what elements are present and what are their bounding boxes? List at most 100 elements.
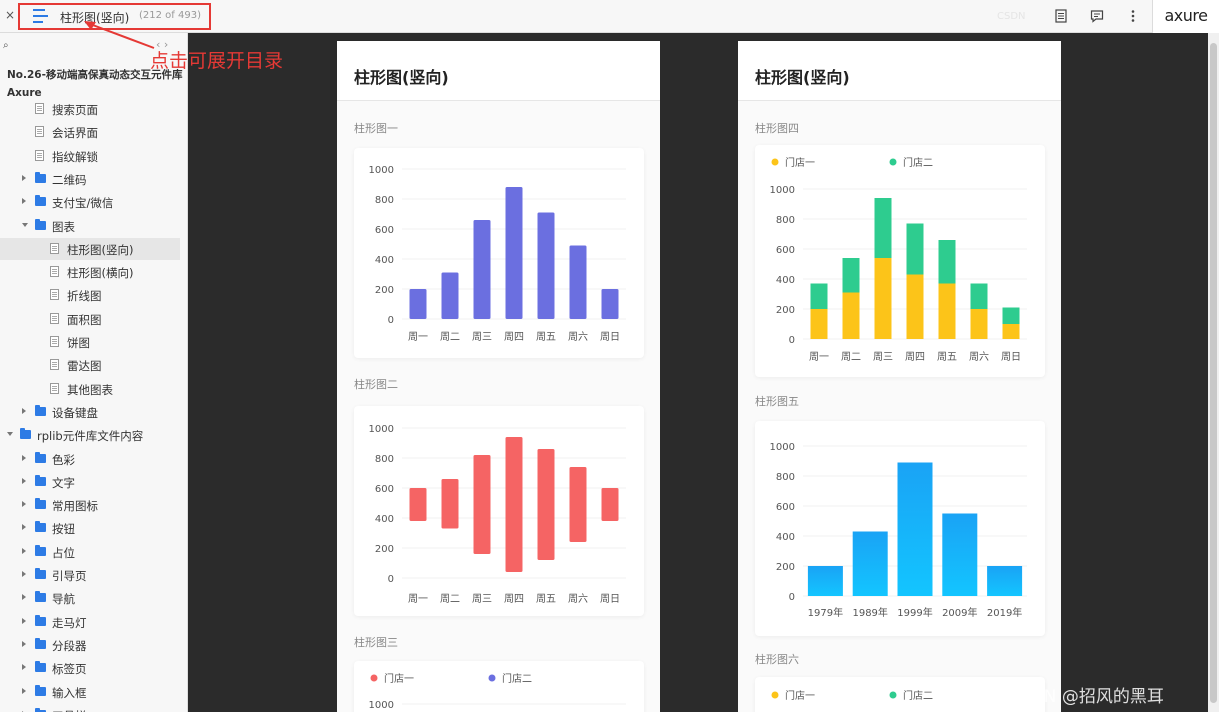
caret-right-icon[interactable]: [22, 524, 26, 531]
page-count: (212 of 493): [139, 10, 201, 21]
sidebar-item[interactable]: rplib元件库文件内容: [0, 424, 187, 446]
bar-segment: [810, 309, 828, 339]
sidebar-item[interactable]: 色彩: [0, 448, 187, 470]
y-tick-label: 400: [375, 255, 394, 266]
sidebar-item[interactable]: 设备键盘: [0, 401, 187, 423]
x-tick-label: 周日: [600, 593, 620, 605]
sidebar-item[interactable]: 文字: [0, 471, 187, 493]
notes-icon[interactable]: [1054, 9, 1068, 23]
folder-icon: [35, 684, 46, 696]
y-tick-label: 0: [388, 574, 394, 585]
sidebar-item[interactable]: 工具栏: [0, 704, 187, 712]
sidebar-item[interactable]: 标签页: [0, 657, 187, 679]
y-tick-label: 800: [375, 454, 394, 465]
close-icon[interactable]: ×: [5, 8, 16, 22]
sidebar-item[interactable]: 占位: [0, 541, 187, 563]
sidebar-item[interactable]: 雷达图: [0, 354, 187, 376]
sidebar-item[interactable]: 常用图标: [0, 494, 187, 516]
sidebar-item[interactable]: 柱形图(横向): [0, 261, 187, 283]
x-tick-label: 1999年: [897, 606, 932, 619]
caret-right-icon[interactable]: [22, 710, 26, 712]
caret-right-icon[interactable]: [22, 407, 26, 414]
x-tick-label: 周四: [905, 351, 925, 363]
caret-right-icon[interactable]: [22, 617, 26, 624]
sidebar-item[interactable]: 柱形图(竖向): [0, 237, 180, 260]
card-header: 柱形图(竖向): [337, 41, 660, 101]
scrollbar[interactable]: [1208, 33, 1219, 712]
sidebar-item[interactable]: 指纹解锁: [0, 145, 187, 167]
bar-segment: [970, 309, 988, 339]
sidebar-item-label: 折线图: [67, 289, 102, 304]
comment-icon[interactable]: [1090, 9, 1104, 23]
sidebar-item[interactable]: 按钮: [0, 517, 187, 539]
x-tick-label: 周三: [472, 331, 492, 343]
x-tick-label: 周一: [408, 593, 428, 605]
bar: [473, 455, 491, 554]
sidebar-item[interactable]: 搜索页面: [0, 98, 187, 120]
card-title: 柱形图(竖向): [354, 68, 449, 87]
section-label: 柱形图四: [755, 122, 799, 135]
caret-right-icon[interactable]: [22, 454, 26, 461]
bar: [601, 289, 619, 319]
axure-logo: axure: [1152, 0, 1219, 33]
bar-segment: [938, 283, 956, 339]
section-label: 柱形图五: [755, 395, 799, 408]
sidebar-item[interactable]: 导航: [0, 587, 187, 609]
caret-right-icon[interactable]: [22, 687, 26, 694]
sidebar-item[interactable]: 饼图: [0, 331, 187, 353]
bar: [537, 449, 555, 560]
legend-swatch: [889, 691, 897, 699]
sidebar-item[interactable]: 二维码: [0, 168, 187, 190]
chart-box: 0 200 400 600 800 1000 周一 周二 周三 周四 周五 周六 周日: [354, 406, 644, 616]
scrollbar-thumb[interactable]: [1210, 43, 1217, 703]
sidebar-item[interactable]: 面积图: [0, 308, 187, 330]
caret-right-icon[interactable]: [22, 594, 26, 601]
caret-right-icon[interactable]: [22, 547, 26, 554]
y-tick-label: 800: [776, 215, 795, 226]
folder-icon: [35, 707, 46, 712]
sidebar-item-label: 柱形图(竖向): [67, 242, 134, 257]
bar-chart-1: 0 200 400 600 800 1000 周一 周二 周三 周四 周五 周六 周日: [369, 165, 626, 343]
sidebar-item[interactable]: 引导页: [0, 564, 187, 586]
sidebar-item[interactable]: 支付宝/微信: [0, 191, 187, 213]
sidebar-item[interactable]: 输入框: [0, 681, 187, 703]
caret-down-icon[interactable]: [22, 222, 28, 227]
search-icon[interactable]: ⌕: [3, 40, 9, 51]
sidebar-item[interactable]: 其他图表: [0, 378, 187, 400]
y-tick-label: 200: [375, 544, 394, 555]
current-page-title[interactable]: 柱形图(竖向): [60, 11, 130, 25]
legend-label: 门店二: [502, 672, 532, 685]
bar-segment: [970, 283, 988, 309]
sidebar-item-label: 饼图: [67, 336, 90, 350]
caret-right-icon[interactable]: [22, 198, 26, 205]
sidebar-item[interactable]: 走马灯: [0, 611, 187, 633]
legend-label: 门店二: [903, 689, 933, 702]
x-tick-label: 1979年: [808, 606, 843, 619]
caret-down-icon[interactable]: [7, 432, 13, 437]
more-icon[interactable]: [1126, 9, 1140, 23]
caret-right-icon[interactable]: [22, 477, 26, 484]
caret-right-icon[interactable]: [22, 640, 26, 647]
legend-swatch: [771, 158, 779, 166]
x-tick-label: 2019年: [987, 606, 1022, 619]
page-icon: [35, 149, 44, 161]
sidebar-item[interactable]: 图表: [0, 215, 187, 237]
legend-swatch: [370, 674, 378, 682]
card-title: 柱形图(竖向): [755, 68, 850, 87]
sidebar-item-label: 走马灯: [52, 615, 87, 630]
menu-icon[interactable]: [33, 9, 48, 23]
sidebar-item[interactable]: 会话界面: [0, 121, 187, 143]
caret-right-icon[interactable]: [22, 571, 26, 577]
sidebar-item-label: 二维码: [52, 172, 87, 187]
caret-right-icon[interactable]: [22, 664, 26, 671]
folder-icon: [35, 521, 46, 533]
bar-segment: [1002, 324, 1020, 339]
sidebar-item[interactable]: 折线图: [0, 284, 187, 306]
nav-arrows[interactable]: ‹ ›: [156, 38, 169, 51]
caret-right-icon[interactable]: [22, 174, 26, 181]
ghost-text: CSDN: [997, 11, 1026, 22]
folder-icon: [35, 404, 46, 416]
sidebar-item[interactable]: 分段器: [0, 634, 187, 656]
sidebar-item-label: 引导页: [52, 569, 87, 583]
caret-right-icon[interactable]: [22, 501, 26, 508]
